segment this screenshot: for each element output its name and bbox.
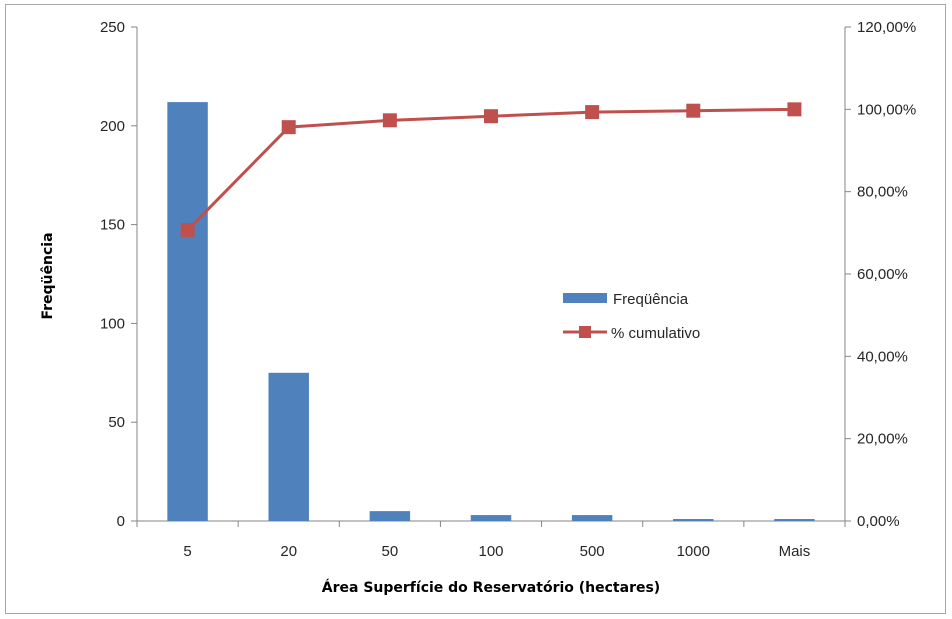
cumulative-point	[686, 103, 701, 118]
cumulative-point	[180, 223, 195, 238]
cumulative-line-layer	[180, 102, 802, 238]
y-tick-label: 200	[100, 118, 125, 135]
axes-layer: 0 50 100 150 200 250 0,00% 20,00% 40,00% 60,00% 80…	[100, 19, 916, 560]
legend: Freqüência % cumulativo	[563, 291, 700, 342]
x-tick-label: 50	[382, 543, 399, 560]
bar	[673, 519, 714, 521]
cumulative-point	[281, 120, 296, 135]
y2-tick-label: 0,00%	[857, 513, 900, 530]
legend-bar-swatch	[563, 293, 607, 303]
bar	[774, 519, 815, 521]
cumulative-point	[787, 102, 802, 117]
cumulative-point	[484, 109, 498, 124]
y-tick-label: 0	[117, 513, 125, 530]
y2-tick-label: 40,00%	[857, 348, 908, 365]
cumulative-point	[382, 113, 397, 128]
x-tick-label: 5	[183, 543, 191, 560]
bar	[470, 515, 512, 521]
bars-layer	[167, 102, 815, 521]
bar	[571, 515, 613, 521]
y-tick-label: 150	[100, 217, 125, 234]
y2-tick-label: 80,00%	[857, 184, 908, 201]
legend-label-cumulativo: % cumulativo	[611, 325, 700, 342]
y-axis-title: Freqüência	[40, 232, 56, 319]
y-tick-label: 100	[100, 315, 125, 332]
cumulative-line	[186, 107, 795, 232]
x-tick-label: 20	[280, 543, 297, 560]
y-tick-label: 250	[100, 19, 125, 36]
x-tick-label: 100	[478, 543, 503, 560]
y2-tick-label: 120,00%	[857, 19, 916, 36]
y2-tick-label: 60,00%	[857, 266, 908, 283]
y2-tick-label: 100,00%	[857, 101, 916, 118]
bar	[369, 511, 411, 521]
y-tick-label: 50	[108, 414, 125, 431]
y2-tick-label: 20,00%	[857, 431, 908, 448]
cumulative-point	[585, 105, 600, 120]
x-tick-label: Mais	[779, 543, 811, 560]
bar	[268, 372, 309, 521]
x-tick-label: 500	[580, 543, 605, 560]
legend-label-frequencia: Freqüência	[613, 291, 689, 308]
x-axis-title: Área Superfície do Reservatório (hectare…	[322, 579, 660, 596]
legend-line-marker	[579, 326, 591, 338]
bar	[167, 102, 208, 521]
x-tick-label: 1000	[677, 543, 710, 560]
